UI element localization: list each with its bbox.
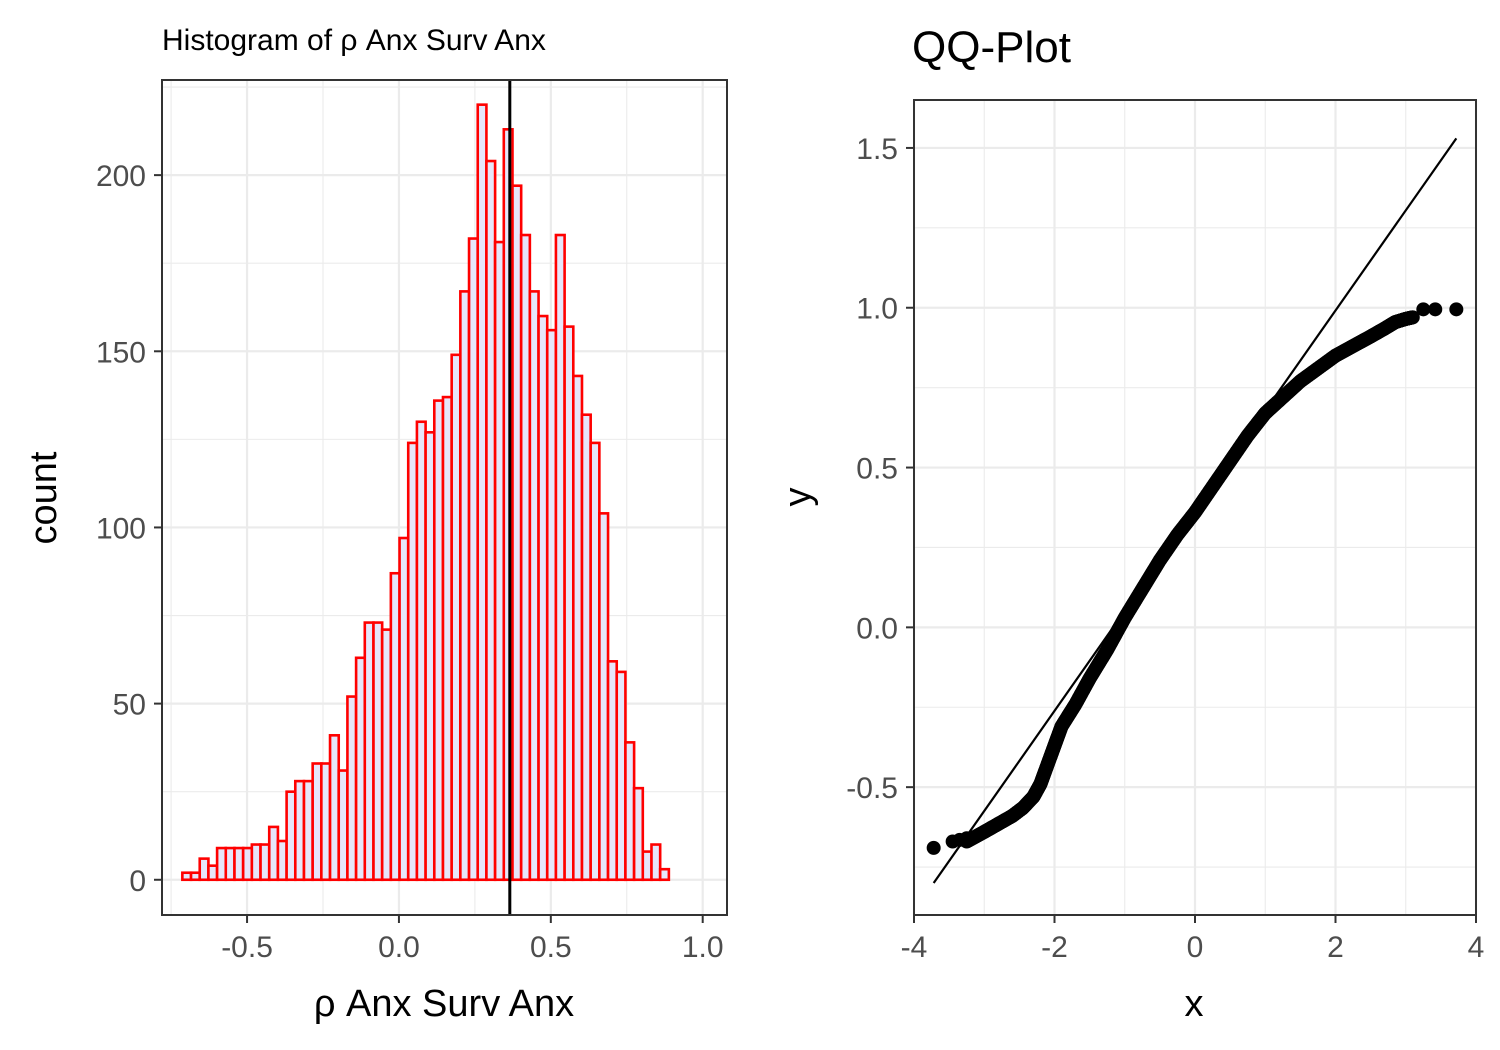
qq-y-axis-title: y <box>777 488 819 507</box>
histogram-bar <box>519 233 532 882</box>
histogram-bar <box>598 512 610 882</box>
histogram-bar <box>441 395 453 882</box>
y-tick-label: 1.5 <box>856 133 898 166</box>
histogram-bar <box>250 843 262 882</box>
histogram-bar <box>545 328 558 882</box>
histogram-bar <box>658 867 671 882</box>
histogram-bar <box>528 290 540 882</box>
histogram-y-ticks: 0 50 100 150 200 <box>96 160 162 898</box>
x-tick-label: -2 <box>1041 931 1068 964</box>
histogram-bar <box>372 621 384 882</box>
histogram-bar <box>624 741 636 882</box>
y-tick-label: 1.0 <box>856 293 898 326</box>
qq-plot-panel: QQ-Plot -4 -2 0 2 4 -0.5 0.0 0.5 1.0 1.5 x y <box>777 23 1484 1025</box>
x-tick-label: -0.5 <box>221 931 273 964</box>
x-tick-label: 1.0 <box>682 931 724 964</box>
histogram-bar <box>554 233 566 882</box>
histogram-bar <box>632 786 645 882</box>
y-tick-label: -0.5 <box>846 772 898 805</box>
x-tick-label: 0 <box>1187 931 1204 964</box>
qq-x-axis-title: x <box>1185 983 1204 1025</box>
histogram-bar <box>224 846 236 882</box>
histogram-bar <box>198 857 210 882</box>
histogram-bar <box>571 374 584 882</box>
x-tick-label: 0.0 <box>378 931 420 964</box>
histogram-panel-border <box>161 79 728 916</box>
histogram-bar <box>641 850 653 882</box>
histogram-bar <box>380 628 393 882</box>
histogram-bar <box>276 839 288 882</box>
histogram-bar <box>233 846 245 882</box>
histogram-bar <box>511 184 523 882</box>
histogram-bar <box>537 314 549 882</box>
histogram-bar <box>398 536 410 882</box>
histogram-bar <box>285 790 297 882</box>
histogram-bar <box>389 571 401 882</box>
histogram-bar <box>432 399 445 882</box>
x-tick-label: 4 <box>1468 931 1485 964</box>
qq-point <box>1449 302 1464 317</box>
x-tick-label: -4 <box>901 931 928 964</box>
qq-reference-line <box>932 137 1458 884</box>
qq-point <box>1428 302 1443 317</box>
histogram-bar <box>215 846 228 882</box>
histogram-x-ticks: -0.5 0.0 0.5 1.0 <box>221 915 724 964</box>
histogram-bar <box>589 441 601 882</box>
qq-line <box>932 137 1458 884</box>
y-tick-label: 150 <box>96 336 146 369</box>
histogram-bar <box>337 769 349 882</box>
x-tick-label: 2 <box>1327 931 1344 964</box>
histogram-bar <box>459 290 471 882</box>
histogram-bar <box>363 621 375 882</box>
histogram-panel: Histogram of ρ Anx Surv Anx -0.5 0.0 0.5 1.… <box>23 24 728 1025</box>
y-tick-label: 200 <box>96 160 146 193</box>
x-tick-label: 0.5 <box>530 931 572 964</box>
histogram-bar <box>181 871 193 882</box>
histogram-bar <box>346 695 358 882</box>
histogram-bar <box>650 843 662 882</box>
histogram-bar <box>354 656 367 882</box>
histogram-bar <box>189 871 202 882</box>
histogram-bar <box>485 159 497 882</box>
histogram-bar <box>293 779 306 882</box>
histogram-bar <box>241 846 254 882</box>
qq-point <box>1405 310 1420 325</box>
histogram-bars <box>181 103 671 882</box>
histogram-bar <box>259 843 271 882</box>
histogram-bar <box>493 240 506 882</box>
y-tick-label: 0.0 <box>856 612 898 645</box>
histogram-bar <box>615 670 627 882</box>
histogram-title: Histogram of ρ Anx Surv Anx <box>162 24 546 57</box>
qq-point <box>1416 302 1431 317</box>
histogram-bar <box>606 660 619 882</box>
histogram-bar <box>267 825 280 882</box>
histogram-bar <box>580 413 592 882</box>
y-tick-label: 0.5 <box>856 453 898 486</box>
histogram-bar <box>406 441 419 882</box>
y-tick-label: 0 <box>129 865 146 898</box>
histogram-bar <box>302 779 314 882</box>
histogram-bar <box>450 353 462 882</box>
qq-point <box>926 840 941 855</box>
histogram-bar <box>563 325 575 882</box>
histogram-bar <box>467 237 480 882</box>
y-tick-label: 100 <box>96 512 146 545</box>
histogram-x-axis-title: ρ Anx Surv Anx <box>314 983 574 1025</box>
histogram-bar <box>476 103 488 882</box>
histogram-bar <box>207 864 219 882</box>
histogram-bar <box>311 762 323 882</box>
y-tick-label: 50 <box>113 689 146 722</box>
histogram-bar <box>415 420 427 882</box>
histogram-bar <box>320 762 332 882</box>
qq-y-ticks: -0.5 0.0 0.5 1.0 1.5 <box>846 133 914 805</box>
qq-points <box>926 302 1464 855</box>
qq-plot-title: QQ-Plot <box>912 23 1071 72</box>
histogram-y-axis-title: count <box>23 451 65 544</box>
histogram-bar <box>424 431 436 882</box>
qq-x-ticks: -4 -2 0 2 4 <box>901 915 1485 964</box>
histogram-bar <box>328 734 341 882</box>
